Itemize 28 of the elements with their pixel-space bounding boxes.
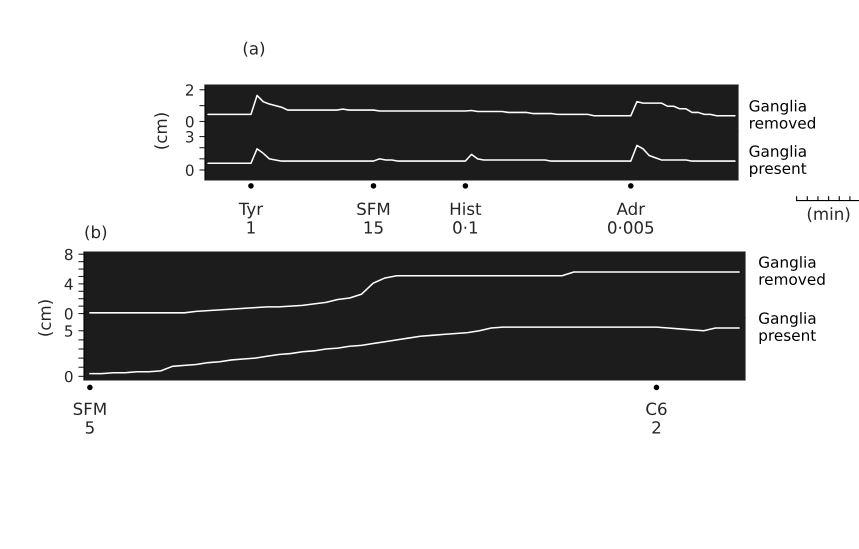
y-tick-label: 0 xyxy=(64,370,73,382)
y-tick-label: 0 xyxy=(186,116,194,128)
series-label: Ganglia removed xyxy=(759,256,825,286)
y-tick-label: 3 xyxy=(186,131,194,143)
x-tick-label: Adr 0·005 xyxy=(608,202,654,234)
y-axis-title: (cm) xyxy=(154,113,170,149)
series-label: Ganglia removed xyxy=(750,100,815,129)
x-tick-label: SFM 15 xyxy=(357,202,390,234)
line-series xyxy=(89,326,740,374)
series-label: Ganglia present xyxy=(759,312,816,344)
y-tick-label: 0 xyxy=(186,164,194,176)
text: (min) xyxy=(808,207,850,222)
series-label: Ganglia present xyxy=(750,145,806,178)
chart-title: (b) xyxy=(85,225,106,240)
y-tick-label: 4 xyxy=(64,278,73,290)
y-tick-label: 0 xyxy=(64,308,73,320)
y-tick-label: 8 xyxy=(64,248,73,260)
y-tick-label: 2 xyxy=(186,84,194,96)
x-tick-label: Hist 0·1 xyxy=(450,202,482,234)
line-series xyxy=(207,94,736,117)
x-tick-label: C6 2 xyxy=(646,402,667,434)
line-series xyxy=(89,271,740,314)
x-tick-label: Tyr 1 xyxy=(238,202,264,234)
x-tick-label: SFM 5 xyxy=(74,402,106,434)
y-tick-label: 5 xyxy=(65,325,72,337)
chart-title: (a) xyxy=(244,42,264,57)
line-series xyxy=(207,144,736,164)
y-axis-title: (cm) xyxy=(38,300,53,336)
